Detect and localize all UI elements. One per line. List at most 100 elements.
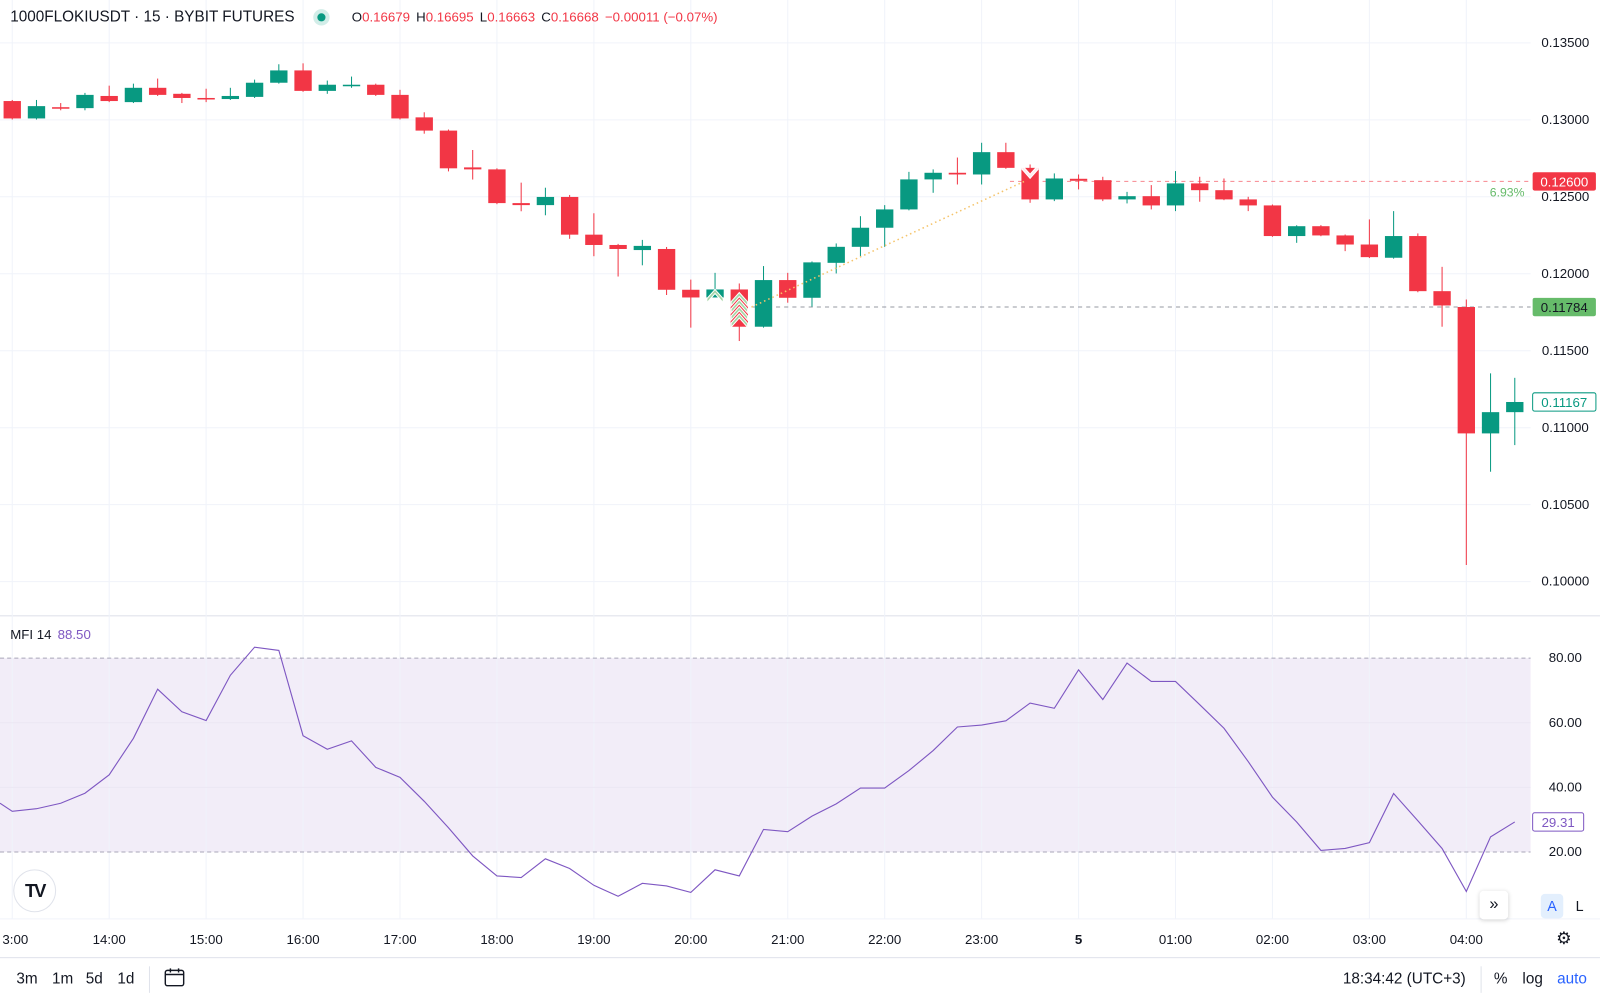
log-scale-button[interactable]: log: [1522, 970, 1543, 988]
candle-down: [512, 203, 530, 206]
price-axis-label: 0.10000: [1541, 574, 1589, 589]
price-axis-label: 0.10500: [1541, 497, 1589, 512]
candle-down: [1360, 244, 1379, 258]
price-tag-label: 0.12600: [1540, 175, 1588, 190]
calendar-icon[interactable]: [163, 966, 185, 993]
candle-up: [924, 172, 942, 180]
candle-up: [221, 95, 240, 100]
range-1m-button[interactable]: 1m: [52, 970, 74, 988]
price-tag-label: 0.11784: [1541, 300, 1588, 315]
candle-down: [197, 97, 215, 100]
candle-down: [1433, 291, 1451, 306]
price-axis-label: 0.13000: [1541, 112, 1589, 127]
candle-up: [124, 87, 143, 103]
mfi-axis-label: 80.00: [1549, 650, 1582, 665]
candle-down: [1336, 235, 1354, 245]
last-price-tag: [1532, 392, 1597, 412]
chart-canvas[interactable]: 3:00 14:00 15:00 16:00 17:00 18:00 19:00 20:00 2…: [0, 0, 1600, 958]
time-axis-label: 17:00: [383, 932, 416, 947]
buy-signal-icon: [706, 288, 724, 305]
open-key: O: [351, 9, 363, 25]
time-axis-label: 01:00: [1159, 932, 1192, 947]
candle-up: [342, 84, 361, 87]
candle-up: [1166, 183, 1185, 206]
candle-up: [803, 262, 821, 298]
candle-up: [876, 209, 894, 228]
time-axis-label: 5: [1075, 932, 1082, 947]
tradingview-logo[interactable]: TV: [13, 869, 57, 913]
lock-scale-button[interactable]: L: [1575, 897, 1584, 915]
mfi-axis-label: 60.00: [1549, 715, 1582, 730]
mfi-legend[interactable]: MFI 14 88.50: [10, 627, 91, 642]
candle-down: [682, 289, 700, 298]
mfi-axis-label: 40.00: [1549, 779, 1582, 794]
time-axis-label: 20:00: [674, 932, 707, 947]
candle-down: [1263, 205, 1282, 237]
mfi-name: MFI 14: [10, 626, 52, 642]
candle-down: [779, 280, 797, 298]
candle-down: [415, 117, 433, 131]
candle-up: [633, 245, 652, 251]
time-axis-label: 03:00: [1353, 932, 1386, 947]
candle-down: [3, 101, 21, 119]
close-value: 0.16668: [550, 9, 599, 25]
candle-down: [1191, 183, 1209, 191]
percent-scale-button[interactable]: %: [1493, 970, 1508, 988]
candle-up: [827, 246, 845, 263]
buy-signal-icon: [730, 298, 748, 315]
buy-signal-icon: [730, 306, 748, 322]
open-value: 0.16679: [362, 9, 411, 25]
candle-down: [391, 94, 409, 119]
time-axis-label: 02:00: [1256, 932, 1289, 947]
candle-down: [1312, 226, 1330, 236]
candle-down: [367, 84, 385, 95]
mfi-line: [0, 646, 1516, 897]
symbol-title[interactable]: 1000FLOKIUSDT · 15 · BYBIT FUTURES: [10, 8, 295, 26]
time-axis-label: 04:00: [1450, 932, 1483, 947]
candle-down: [464, 167, 482, 170]
range-1d-button[interactable]: 1d: [117, 970, 135, 988]
time-axis-label: 15:00: [190, 932, 223, 947]
market-status-icon: [317, 12, 326, 21]
divider: [148, 966, 150, 993]
mfi-last-label: 29.31: [1542, 815, 1575, 830]
time-axis-label: 18:00: [480, 932, 513, 947]
time-axis-label: 16:00: [286, 932, 319, 947]
mfi-band: [0, 658, 1531, 853]
time-axis-label: 21:00: [771, 932, 804, 947]
candle-down: [585, 234, 603, 245]
candle-up: [754, 280, 773, 327]
auto-scale-toggle[interactable]: auto: [1557, 970, 1587, 988]
trend-percent-label: 6.93%: [1490, 186, 1525, 200]
price-axis-label: 0.12500: [1541, 189, 1589, 204]
candle-down: [100, 95, 118, 102]
candle-down: [52, 107, 70, 109]
candle-down: [1239, 199, 1257, 206]
candle-down: [1142, 196, 1160, 206]
range-3m-button[interactable]: 3m: [16, 970, 38, 988]
low-key: L: [479, 9, 488, 25]
mfi-last-tag: [1532, 812, 1585, 832]
time-axis-label: 3:00: [2, 932, 28, 947]
candle-down: [1069, 178, 1088, 181]
candle-down: [609, 244, 627, 249]
candle-down: [1457, 307, 1475, 434]
change-value: −0.00011 (−0.07%): [604, 9, 718, 25]
range-5d-button[interactable]: 5d: [85, 970, 103, 988]
candle-up: [536, 196, 555, 206]
price-axis-label: 0.11000: [1542, 420, 1589, 435]
mfi-axis-label: 20.00: [1549, 844, 1582, 859]
candle-down: [560, 196, 579, 235]
sell-signal-icon: [1021, 163, 1039, 180]
candle-up: [1506, 401, 1524, 413]
price-tag: [1532, 172, 1596, 191]
clock-timezone[interactable]: 18:34:42 (UTC+3): [1342, 970, 1466, 988]
candle-up: [270, 70, 288, 83]
auto-scale-button[interactable]: A: [1540, 893, 1564, 919]
candle-up: [1288, 226, 1306, 237]
candle-up: [1118, 196, 1136, 200]
gear-icon[interactable]: ⚙: [1556, 928, 1572, 948]
candle-down: [948, 172, 967, 175]
scroll-to-realtime-button[interactable]: »: [1479, 890, 1509, 920]
